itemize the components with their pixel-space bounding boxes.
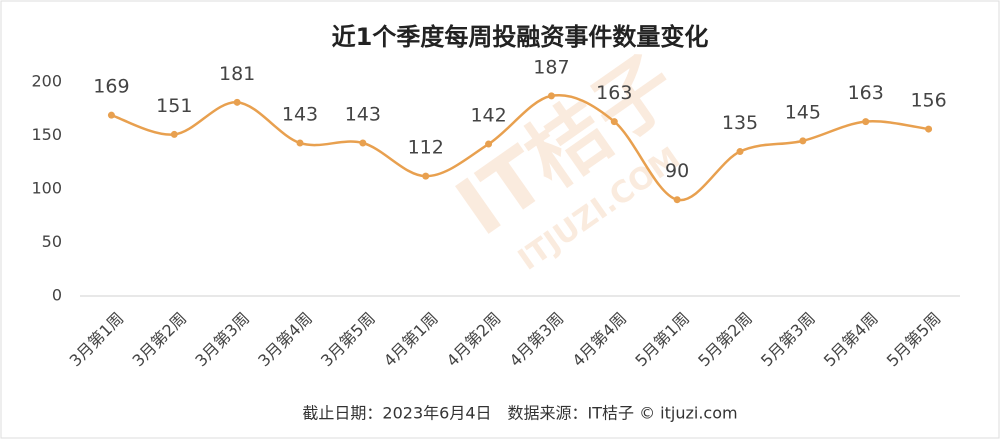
data-label: 163 xyxy=(596,82,632,104)
data-label: 143 xyxy=(282,103,318,125)
data-label: 151 xyxy=(156,95,192,117)
point xyxy=(233,98,241,106)
footnote: 截止日期：2023年6月4日 数据来源：IT桔子 © itjuzi.com xyxy=(302,404,737,423)
data-label: 142 xyxy=(470,105,506,127)
chart-title: 近1个季度每周投融资事件数量变化 xyxy=(332,23,709,51)
point xyxy=(359,139,367,147)
point xyxy=(673,196,681,204)
point xyxy=(799,137,807,145)
point xyxy=(107,111,115,119)
line xyxy=(111,93,929,202)
data-label: 90 xyxy=(665,160,689,182)
y-tick-label: 200 xyxy=(31,72,62,91)
y-tick-label: 50 xyxy=(42,232,62,251)
data-label: 187 xyxy=(533,56,569,78)
point xyxy=(422,172,430,180)
data-label: 145 xyxy=(785,101,821,123)
point xyxy=(296,139,304,147)
data-label: 181 xyxy=(219,63,255,85)
point xyxy=(736,148,744,156)
point xyxy=(925,125,933,133)
point xyxy=(485,140,493,148)
data-label: 163 xyxy=(848,82,884,104)
data-label: 143 xyxy=(345,103,381,125)
y-tick-label: 150 xyxy=(31,125,62,144)
data-label: 135 xyxy=(722,112,758,134)
y-tick-label: 100 xyxy=(31,179,62,198)
point xyxy=(170,130,178,138)
data-label: 112 xyxy=(408,137,444,159)
data-label: 156 xyxy=(910,90,946,112)
data-label: 169 xyxy=(93,76,129,98)
point xyxy=(862,118,870,126)
point xyxy=(610,118,618,126)
y-tick-label: 0 xyxy=(52,286,62,305)
point xyxy=(547,92,555,100)
